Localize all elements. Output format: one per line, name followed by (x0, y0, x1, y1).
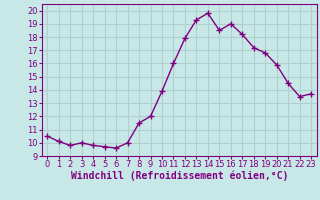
X-axis label: Windchill (Refroidissement éolien,°C): Windchill (Refroidissement éolien,°C) (70, 171, 288, 181)
